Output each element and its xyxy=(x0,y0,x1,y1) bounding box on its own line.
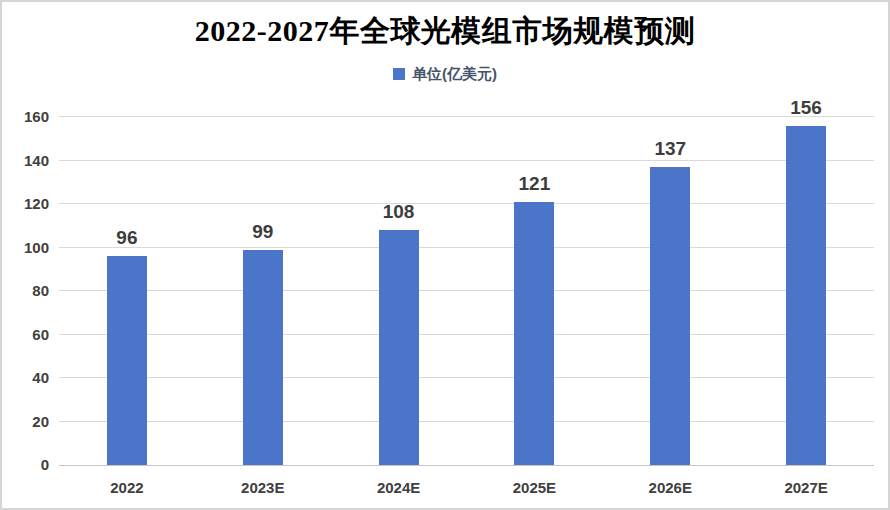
gridline xyxy=(59,247,874,248)
value-label: 99 xyxy=(218,222,308,242)
chart-title: 2022-2027年全球光模组市场规模预测 xyxy=(2,14,888,48)
gridline xyxy=(59,116,874,117)
value-label: 137 xyxy=(625,139,715,159)
value-label: 121 xyxy=(489,174,579,194)
chart-container: 2022-2027年全球光模组市场规模预测 单位(亿美元) 96 99 108 121… xyxy=(0,0,890,510)
legend-label: 单位(亿美元) xyxy=(412,66,497,82)
y-tick-label: 160 xyxy=(2,108,49,126)
y-tick-label: 100 xyxy=(2,239,49,257)
gridline xyxy=(59,160,874,161)
value-label: 108 xyxy=(354,202,444,222)
bar xyxy=(243,250,283,465)
gridline xyxy=(59,203,874,204)
bar xyxy=(650,167,690,465)
y-tick-label: 60 xyxy=(2,326,49,344)
bar xyxy=(107,256,147,465)
gridline xyxy=(59,334,874,335)
gridline xyxy=(59,421,874,422)
x-axis-line xyxy=(59,465,874,466)
y-tick-label: 40 xyxy=(2,369,49,387)
x-tick-label: 2025E xyxy=(467,479,603,497)
gridline xyxy=(59,290,874,291)
y-tick-label: 80 xyxy=(2,282,49,300)
bar xyxy=(379,230,419,465)
legend: 单位(亿美元) xyxy=(2,66,888,82)
x-tick-label: 2022 xyxy=(59,479,195,497)
x-tick-label: 2026E xyxy=(602,479,738,497)
y-tick-label: 140 xyxy=(2,152,49,170)
value-label: 96 xyxy=(82,228,172,248)
y-tick-label: 120 xyxy=(2,195,49,213)
x-tick-label: 2023E xyxy=(195,479,331,497)
gridline xyxy=(59,377,874,378)
plot-area: 9699108121137156 xyxy=(59,117,874,465)
value-label: 156 xyxy=(761,98,851,118)
x-tick-label: 2027E xyxy=(738,479,874,497)
y-tick-label: 20 xyxy=(2,413,49,431)
bar xyxy=(514,202,554,465)
y-tick-label: 0 xyxy=(2,456,49,474)
bar xyxy=(786,126,826,465)
legend-marker-icon xyxy=(393,68,405,80)
x-tick-label: 2024E xyxy=(331,479,467,497)
